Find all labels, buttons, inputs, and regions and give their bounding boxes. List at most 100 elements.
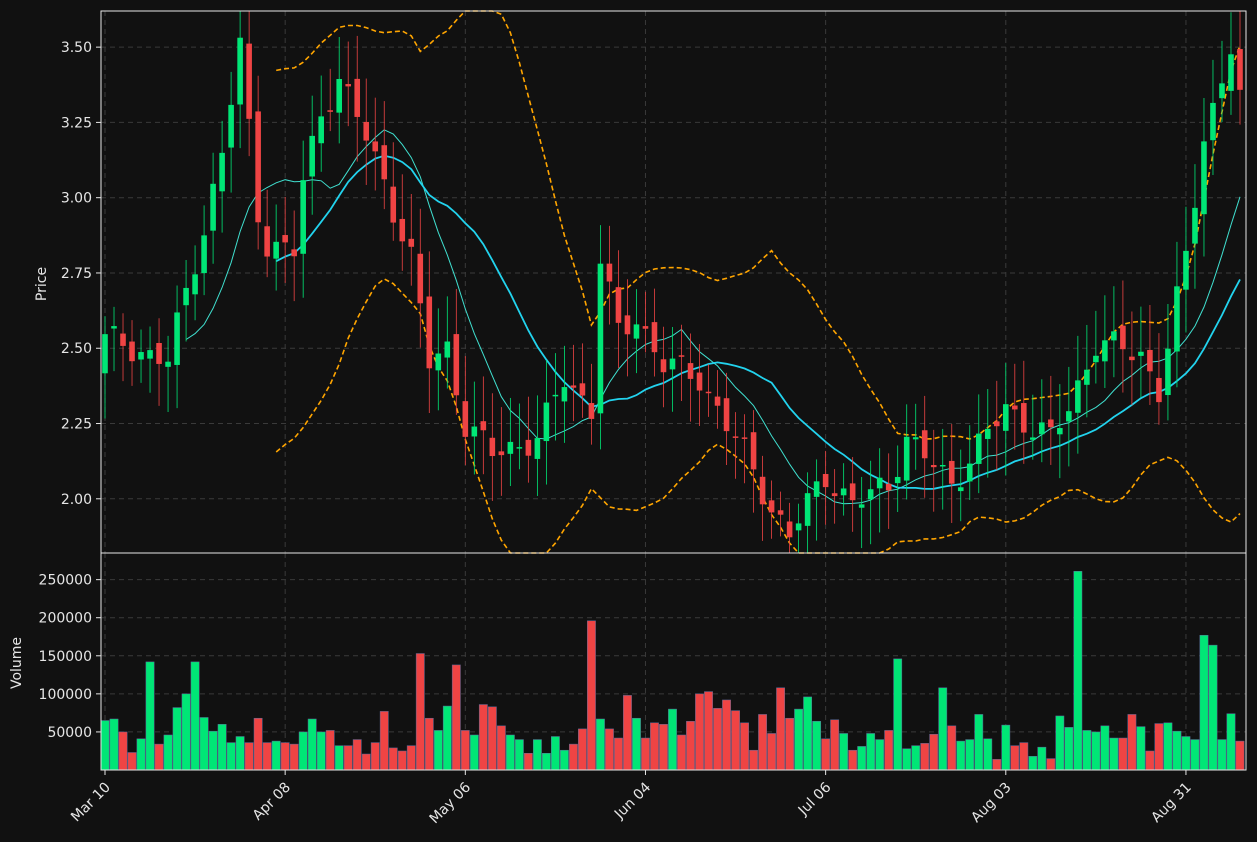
volume-bar — [803, 696, 813, 771]
candle-body — [417, 253, 424, 304]
volume-bar — [523, 752, 533, 771]
volume-tick-label: 150000 — [39, 649, 92, 665]
volume-bar — [1118, 737, 1128, 771]
candle-body — [1129, 356, 1135, 361]
candle-body — [1003, 404, 1009, 431]
volume-bar — [1001, 724, 1011, 771]
volume-bar — [469, 734, 479, 771]
volume-bar — [1019, 742, 1029, 771]
candle-body — [390, 186, 397, 223]
volume-bar — [145, 661, 155, 771]
volume-bar — [893, 658, 903, 771]
candle-body — [453, 334, 460, 396]
candle-body — [156, 342, 162, 364]
date-axis-ticks: Mar 10 Apr 08 May 06 Jun 04 Jul 06 Aug 03 Aug … — [68, 770, 1195, 827]
candle-body — [1093, 355, 1099, 363]
candle-body — [111, 326, 117, 329]
candle-body — [273, 241, 279, 259]
volume-bar — [776, 687, 785, 771]
volume-bar — [587, 620, 596, 771]
candle-body — [408, 238, 415, 247]
candle-body — [399, 218, 406, 242]
price-tick-label: 2.50 — [61, 341, 92, 357]
volume-bar — [1217, 739, 1227, 771]
price-tick-label: 2.25 — [61, 417, 92, 433]
volume-bar — [1109, 737, 1119, 771]
candle-body — [966, 463, 973, 482]
candle-body — [858, 504, 865, 508]
volume-bar — [983, 738, 993, 771]
volume-bar — [1208, 644, 1218, 771]
candle-body — [552, 394, 559, 397]
panel-frames — [100, 10, 1247, 771]
candle-body — [318, 116, 324, 144]
volume-tick-label: 50000 — [47, 725, 92, 741]
volume-bar — [244, 742, 254, 771]
volume-bar — [785, 717, 794, 771]
volume-bar — [1055, 715, 1065, 771]
volume-bar — [686, 721, 695, 771]
volume-bar — [902, 748, 912, 771]
volume-bar — [956, 740, 966, 771]
volume-panel-frame — [100, 552, 1247, 771]
volume-bar — [1046, 758, 1056, 771]
candle-body — [633, 324, 640, 339]
candle-body — [300, 180, 306, 254]
candle-body — [651, 322, 658, 353]
volume-bars — [100, 571, 1245, 771]
volume-bar — [253, 717, 263, 771]
volume-bar — [514, 739, 524, 771]
volume-bar — [307, 718, 317, 771]
volume-bar — [821, 738, 831, 771]
candle-body — [750, 432, 757, 470]
volume-bar — [659, 724, 668, 771]
candle-body — [984, 428, 991, 439]
candle-body — [1228, 54, 1234, 91]
price-tick-label: 2.00 — [61, 492, 92, 508]
volume-bar — [596, 718, 605, 771]
price-axis-ticks: 2.00 2.25 2.50 2.75 3.00 3.25 3.50 — [61, 40, 101, 508]
volume-bar — [965, 739, 975, 771]
candle-body — [642, 326, 649, 329]
candle-body — [849, 483, 856, 501]
volume-bar — [740, 722, 749, 771]
candle-body — [732, 436, 739, 438]
fast-ma-line — [185, 129, 1241, 505]
candle-body — [381, 145, 388, 180]
volume-bar — [316, 731, 326, 771]
volume-bar — [379, 711, 389, 771]
volume-bar — [181, 693, 191, 771]
volume-bar — [433, 730, 443, 771]
volume-bar — [226, 742, 236, 771]
volume-bar — [641, 737, 650, 771]
volume-bar — [578, 728, 587, 771]
candle-body — [687, 363, 694, 379]
volume-bar — [632, 717, 641, 771]
candle-body — [822, 474, 829, 488]
candle-body — [282, 235, 288, 243]
volume-bar — [370, 742, 380, 771]
volume-bar — [911, 745, 921, 771]
volume-bar — [938, 687, 948, 771]
candle-body — [228, 104, 234, 148]
candle-body — [885, 483, 892, 491]
candle-body — [786, 521, 793, 538]
volume-bar — [289, 743, 299, 771]
volume-bar — [388, 747, 398, 771]
candle-body — [894, 476, 901, 484]
candle-body — [1057, 428, 1063, 435]
candle-body — [1120, 325, 1126, 350]
volume-bar — [722, 699, 731, 771]
volume-bar — [767, 733, 776, 771]
candle-body — [912, 437, 919, 440]
candle-body — [804, 493, 811, 526]
candle-body — [948, 460, 955, 484]
volume-bar — [668, 708, 677, 771]
candle-body — [867, 489, 874, 500]
volume-bar — [280, 742, 290, 771]
moving-averages — [185, 129, 1241, 505]
candle-body — [903, 436, 910, 481]
candle-body — [489, 437, 496, 457]
date-tick-label: May 06 — [427, 779, 475, 827]
